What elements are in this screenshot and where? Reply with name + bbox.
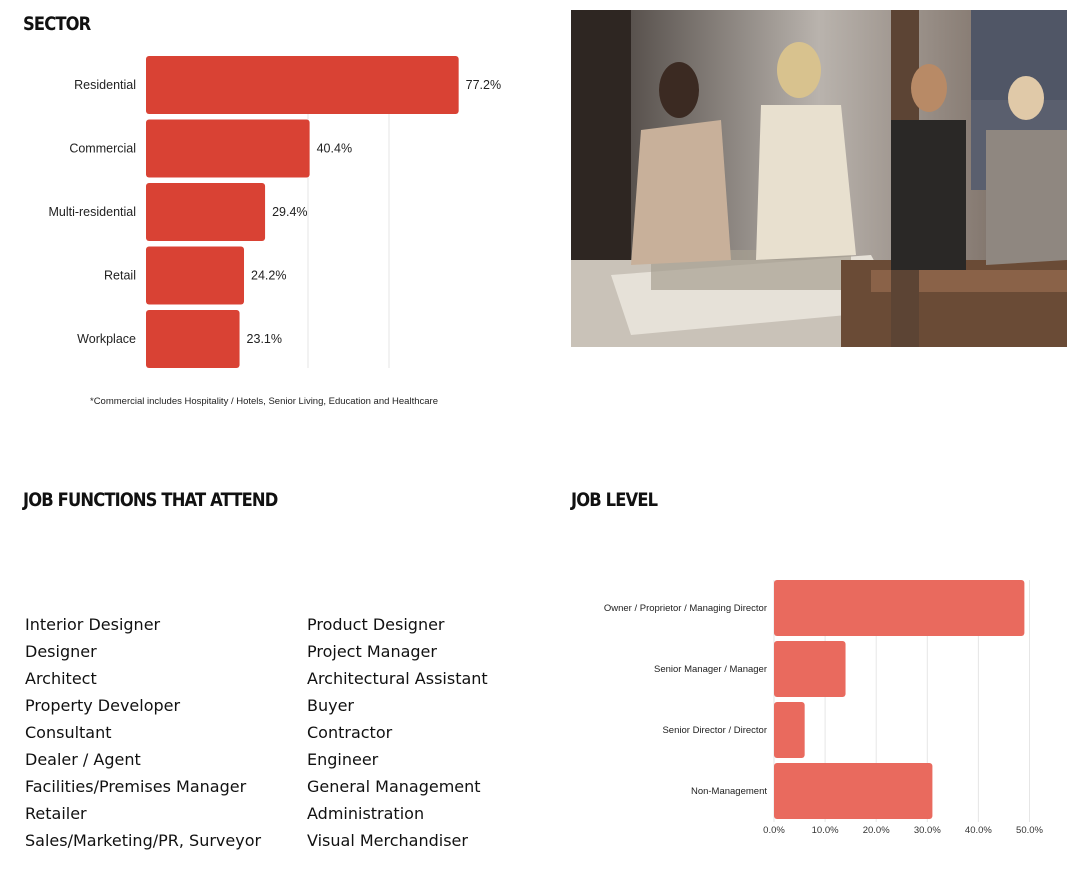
list-item: Product Designer	[307, 615, 445, 634]
list-item: Designer	[25, 642, 97, 661]
job-level-heading: JOB LEVEL	[571, 489, 658, 511]
list-item: Administration	[307, 804, 425, 823]
data-label: 24.2%	[251, 269, 286, 283]
sector-chart: Residential 77.2% Commercial 40.4% Multi-res…	[48, 56, 501, 368]
data-label: 40.4%	[317, 142, 352, 156]
category-label: Residential	[74, 78, 136, 92]
list-item: Sales/Marketing/PR, Surveyor	[25, 831, 262, 850]
data-label: 77.2%	[466, 78, 501, 92]
list-item: Visual Merchandiser	[307, 831, 468, 850]
bar	[146, 183, 266, 241]
bar	[774, 641, 846, 697]
bar	[774, 763, 933, 819]
data-label: 23.1%	[247, 332, 282, 346]
job-level-chart: 0.0% 10.0% 20.0% 30.0% 40.0% 50.0% Owner / Pro…	[604, 580, 1044, 836]
sector-footnote: *Commercial includes Hospitality / Hotel…	[90, 396, 438, 407]
bar	[146, 119, 310, 178]
list-item: Interior Designer	[25, 615, 161, 634]
category-label: Owner / Proprietor / Managing Director	[604, 603, 767, 614]
tick-label: 10.0%	[812, 825, 839, 836]
category-label: Commercial	[69, 142, 136, 156]
category-label: Senior Manager / Manager	[654, 664, 767, 675]
bar	[774, 702, 805, 758]
list-item: Property Developer	[25, 696, 181, 715]
bar	[146, 56, 459, 114]
list-item: Dealer / Agent	[25, 750, 141, 769]
list-item: Engineer	[307, 750, 379, 769]
list-item: Retailer	[25, 804, 87, 823]
category-label: Retail	[104, 269, 136, 283]
list-item: Architect	[25, 669, 97, 688]
job-functions-heading: JOB FUNCTIONS THAT ATTEND	[23, 489, 278, 511]
tick-label: 40.0%	[965, 825, 992, 836]
tick-label: 30.0%	[914, 825, 941, 836]
category-label: Workplace	[77, 332, 136, 346]
bar	[146, 310, 240, 368]
bar	[146, 246, 245, 305]
list-item: Facilities/Premises Manager	[25, 777, 247, 796]
job-functions-list-right: Product Designer Project Manager Archite…	[307, 611, 488, 854]
sector-heading: SECTOR	[23, 13, 91, 35]
tick-label: 0.0%	[763, 825, 785, 836]
list-item: General Management	[307, 777, 481, 796]
data-label: 29.4%	[272, 205, 307, 219]
tick-label: 50.0%	[1016, 825, 1043, 836]
job-functions-list-left: Interior Designer Designer Architect Pro…	[25, 611, 261, 854]
category-label: Senior Director / Director	[662, 725, 767, 736]
category-label: Multi-residential	[48, 205, 136, 219]
list-item: Architectural Assistant	[307, 669, 488, 688]
list-item: Buyer	[307, 696, 355, 715]
list-item: Contractor	[307, 723, 393, 742]
bar	[774, 580, 1025, 636]
list-item: Project Manager	[307, 642, 437, 661]
tick-label: 20.0%	[863, 825, 890, 836]
category-label: Non-Management	[691, 786, 767, 797]
list-item: Consultant	[25, 723, 112, 742]
event-photo	[571, 10, 1067, 347]
